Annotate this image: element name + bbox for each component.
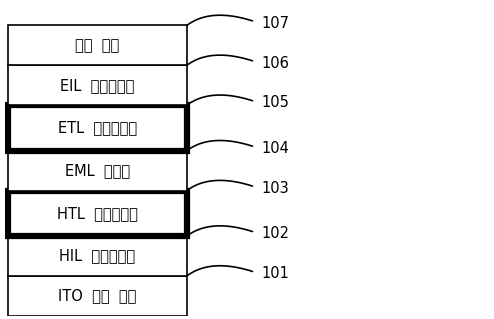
Bar <box>8 151 187 190</box>
Text: ITO  基片  阳极: ITO 基片 阳极 <box>58 288 137 303</box>
Bar <box>8 190 187 236</box>
Bar <box>8 236 187 276</box>
Text: HTL  空穴传输层: HTL 空穴传输层 <box>57 206 138 221</box>
Text: 101: 101 <box>261 266 289 281</box>
Text: 103: 103 <box>261 181 289 196</box>
Text: 106: 106 <box>261 56 289 70</box>
Text: 107: 107 <box>261 16 289 31</box>
Text: HIL  空穴注入层: HIL 空穴注入层 <box>59 249 135 263</box>
Text: EML  发光层: EML 发光层 <box>65 163 130 178</box>
Text: 104: 104 <box>261 141 289 156</box>
Bar <box>8 65 187 105</box>
Text: 导电  阴极: 导电 阴极 <box>75 38 120 53</box>
Text: 105: 105 <box>261 95 289 110</box>
Bar <box>8 276 187 316</box>
Text: ETL  电子传输层: ETL 电子传输层 <box>58 120 137 135</box>
Bar <box>8 105 187 151</box>
Text: EIL  电子注入层: EIL 电子注入层 <box>60 78 134 93</box>
Bar <box>8 26 187 65</box>
Text: 102: 102 <box>261 226 289 241</box>
